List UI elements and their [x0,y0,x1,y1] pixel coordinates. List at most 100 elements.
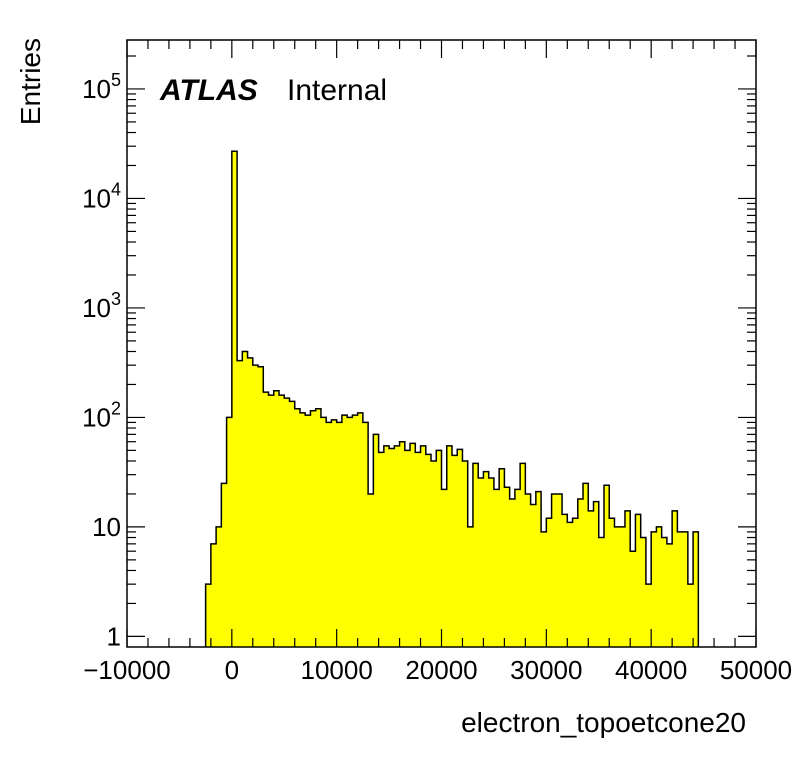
histogram-bar [530,504,537,647]
histogram-bars [205,151,699,648]
histogram-bar [556,493,563,647]
histogram-bar [672,510,678,647]
histogram-bar [441,489,448,647]
axis-ticks [126,40,757,647]
x-tick-label: 30000 [510,655,582,685]
histogram-bar [541,531,547,647]
histogram-bar [457,449,463,647]
histogram-bar [279,395,285,647]
histogram-outline [204,150,700,647]
histogram-bar [299,412,306,647]
histogram-bar [693,531,699,647]
histogram-bar [446,445,453,647]
histogram-bar [399,441,406,647]
histogram-bar [567,522,573,647]
histogram-bar [389,448,395,647]
histogram-bar [326,422,332,647]
histogram-bar [263,392,269,647]
histogram-bar [205,584,212,647]
histogram-bar [268,395,275,647]
histogram-bar [546,518,552,647]
histogram-bar [362,422,369,647]
histogram-bar [352,415,359,647]
histogram-bar [294,408,301,647]
histogram-bar [331,419,338,647]
histogram-bar [677,531,684,647]
y-tick-label: 10 [92,512,121,542]
histogram-bar [242,351,248,647]
histogram-bar [394,445,400,647]
histogram-bar [420,445,427,647]
histogram-bar [357,412,364,647]
histogram-bar [347,417,353,647]
histogram-bar [624,510,631,647]
histogram-bar [289,401,296,647]
x-tick-label: 40000 [615,655,687,685]
histogram-bar [462,460,469,647]
histogram-bar [341,415,348,647]
x-tick-label: 20000 [405,655,477,685]
histogram-bar [252,365,259,647]
y-tick-label: 102 [82,398,121,432]
histogram-bar [478,477,484,647]
histogram-bar [525,493,532,647]
x-tick-labels: −10000 0 10000 20000 30000 40000 50000 [83,655,792,685]
histogram-bar [320,417,327,647]
histogram-bar [603,485,610,647]
histogram-bar [598,537,605,647]
x-tick-label: 0 [225,655,239,685]
histogram-bar [493,489,500,647]
histogram-bar [651,531,657,647]
x-tick-label: 50000 [720,655,792,685]
histogram-bar [514,489,521,647]
histogram-bar [247,357,254,647]
histogram-bar [635,514,642,647]
histogram-bar [284,398,290,647]
histogram-bar [630,551,636,647]
histogram-bar [373,434,379,647]
histogram-bar [583,483,589,647]
y-tick-label: 1 [107,621,121,651]
histogram-bar [305,415,311,647]
internal-label: Internal [287,74,387,107]
histogram-bar [687,584,694,647]
histogram-bar [535,491,542,647]
histogram-bar [509,498,516,647]
histogram-bar [237,360,243,647]
histogram-bar [483,471,490,647]
histogram-bar [336,422,343,647]
histogram-bar [640,537,647,647]
histogram-bar [310,410,317,647]
histogram-bar [216,526,222,647]
y-tick-labels: 1 10 102 103 104 105 [82,70,121,651]
y-axis-title: Entries [15,38,46,125]
histogram-bar [588,510,594,647]
histogram-bar [609,518,615,647]
histogram-bar [273,390,280,647]
y-tick-label: 105 [82,70,121,104]
y-tick-label: 103 [82,289,121,323]
histogram-bar [415,452,421,647]
histogram-bar [467,526,474,647]
histogram-bar [436,450,442,647]
histogram-bar [258,366,264,647]
histogram-bar [210,543,217,647]
histogram-bar [499,468,505,647]
histogram-bar [562,514,568,647]
histogram-bar [572,518,579,647]
histogram-bar [315,408,322,647]
histogram-bar [488,477,495,647]
histogram-bar [404,450,411,647]
x-tick-label: 10000 [301,655,373,685]
y-tick-label: 104 [82,179,121,213]
histogram-bar [451,455,458,647]
histogram-bar [425,454,432,647]
histogram-bar [551,493,558,647]
histogram-bar [472,463,479,647]
x-tick-label: −10000 [83,655,170,685]
histogram-bar [656,526,663,647]
histogram-bar [226,417,233,647]
atlas-label: ATLAS [159,74,258,107]
histogram-bar [520,463,526,647]
